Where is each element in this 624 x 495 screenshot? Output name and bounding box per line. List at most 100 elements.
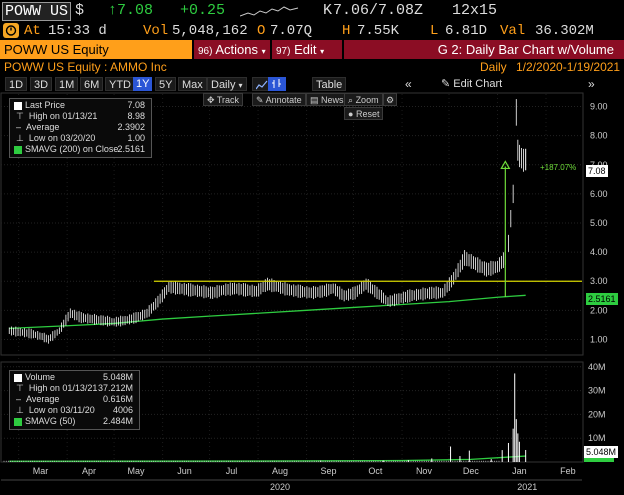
track-button[interactable]: ✥ Track: [203, 93, 244, 106]
actions-menu[interactable]: 96) Actions ▾: [194, 40, 270, 59]
legend-low-value: 1.00: [127, 133, 145, 143]
annotate-button[interactable]: ✎ Annotate: [252, 93, 306, 106]
val-label: Val: [500, 23, 526, 39]
low-label: L: [430, 23, 439, 39]
volume-tick-label: 20M: [588, 409, 606, 419]
pencil-icon: ✎: [256, 95, 264, 105]
reset-button[interactable]: ● Reset: [344, 107, 384, 120]
search-icon: ⌕: [348, 95, 354, 105]
legend-volume-smavg-value: 2.484M: [102, 416, 133, 426]
low-value: 6.81D: [445, 23, 488, 39]
security-field[interactable]: POWW US Equity: [0, 40, 192, 59]
high-marker-icon: ⊤: [16, 111, 24, 121]
sma-200-line: [9, 294, 526, 330]
edit-menu[interactable]: 97) Edit ▾: [272, 40, 342, 59]
legend-volume-high: ⊤ High on 01/13/21: [16, 383, 98, 393]
pencil-icon: ✎: [441, 78, 451, 90]
volume-legend: Volume 5.048M ⊤ High on 01/13/21 37.212M …: [9, 370, 140, 430]
average-marker-icon: –: [16, 122, 22, 132]
period-1m[interactable]: 1M: [55, 77, 79, 91]
legend-smavg-value: 2.5161: [117, 144, 145, 154]
legend-volume-low-value: 4006: [112, 405, 133, 415]
actions-label: Actions: [215, 42, 258, 57]
table-button[interactable]: Table: [312, 77, 347, 91]
realtime-icon: [3, 23, 19, 43]
settings-button[interactable]: ⚙: [383, 93, 398, 106]
legend-last-price-value: 7.08: [127, 100, 145, 110]
last-price: ↑7.08: [108, 2, 154, 19]
period-1y[interactable]: 1Y: [133, 77, 153, 91]
y-tick-label: 3.00: [590, 276, 608, 286]
legend-last-price: Last Price: [14, 100, 65, 111]
volume-tick-label: 40M: [588, 362, 606, 372]
square-marker-icon: [14, 101, 22, 110]
x-month-label: Oct: [368, 466, 383, 476]
change-annotation: +187.07%: [540, 163, 577, 172]
period-max[interactable]: Max: [178, 77, 207, 91]
x-month-label: Sep: [320, 466, 336, 476]
ticker-bar: POWW US $ ↑7.08 +0.25 K 7.06/7.08Z 12x15: [0, 0, 624, 22]
frequency-label: Daily: [211, 79, 236, 91]
legend-low: ⊥ Low on 03/20/20: [16, 133, 96, 143]
period-5y[interactable]: 5Y: [155, 77, 177, 91]
volume-tick-label: 30M: [588, 386, 606, 396]
period-3d[interactable]: 3D: [30, 77, 53, 91]
security-description: POWW US Equity : AMMO Inc: [4, 60, 167, 74]
y-tick-label: 1.00: [590, 334, 608, 344]
square-marker-icon: [14, 145, 22, 154]
legend-smavg: SMAVG (200) on Close: [14, 144, 118, 155]
zoom-button[interactable]: ⌕ Zoom: [344, 93, 383, 106]
y-tick-label: 2.00: [590, 305, 608, 315]
edit-chart-label: Edit Chart: [453, 78, 503, 90]
high-marker-icon: ⊤: [16, 383, 24, 393]
price-change: +0.25: [180, 2, 226, 19]
x-month-label: Dec: [463, 466, 480, 476]
average-marker-icon: –: [16, 394, 22, 404]
actions-number: 96): [198, 46, 213, 57]
double-chevron-left-icon[interactable]: «: [405, 77, 412, 91]
change-arrow-head: [500, 160, 511, 170]
info-row: POWW US Equity : AMMO Inc Daily 1/2/2020…: [0, 59, 624, 76]
period-ytd[interactable]: YTD: [105, 77, 135, 91]
frequency-select[interactable]: Daily ▾: [207, 77, 247, 91]
open-label: O: [257, 23, 266, 39]
y-tick-label: 6.00: [590, 189, 608, 199]
reset-icon: ●: [348, 109, 354, 119]
x-month-label: Feb: [560, 466, 576, 476]
x-year-label: 2020: [270, 482, 290, 492]
double-chevron-right-icon[interactable]: »: [588, 77, 595, 91]
volume-value: 5,048,162: [172, 23, 248, 39]
date-range[interactable]: 1/2/2020-1/19/2021: [516, 60, 621, 74]
news-button[interactable]: ▤ News: [306, 93, 348, 106]
bid-ask-prefix: K: [323, 2, 333, 19]
volume-sma-marker: [584, 458, 614, 462]
news-icon: ▤: [310, 95, 319, 105]
currency: $: [75, 2, 85, 19]
high-value: 7.55K: [357, 23, 400, 39]
legend-average: – Average: [16, 122, 60, 132]
x-month-label: Jul: [226, 466, 238, 476]
legend-volume-low: ⊥ Low on 03/11/20: [16, 405, 95, 415]
x-month-label: Aug: [272, 466, 288, 476]
edit-label: Edit: [294, 42, 317, 57]
sparkline: [240, 6, 299, 17]
chart-canvas[interactable]: 9.00 8.00 7.00 6.00 5.00 4.00 3.00 2.00 1.00 40M 3…: [0, 92, 624, 495]
ticker-symbol[interactable]: POWW US: [2, 2, 72, 21]
vol-label: Vol: [143, 23, 169, 39]
legend-volume-high-value: 37.212M: [97, 383, 133, 393]
y-tick-label: 4.00: [590, 247, 608, 257]
bar-chart-icon[interactable]: [268, 77, 286, 91]
legend-volume-smavg: SMAVG (50): [14, 416, 75, 427]
period-1d[interactable]: 1D: [5, 77, 28, 91]
chevron-down-icon: ▾: [320, 47, 325, 56]
bid-ask-size: 12x15: [452, 2, 498, 19]
legend-volume-value: 5.048M: [102, 372, 133, 382]
last-price-box: 7.08: [586, 165, 608, 177]
edit-chart-button[interactable]: ✎ Edit Chart: [438, 77, 505, 91]
chart-area: 9.00 8.00 7.00 6.00 5.00 4.00 3.00 2.00 1.00 40M 3…: [0, 92, 624, 495]
x-month-label: May: [128, 466, 146, 476]
crosshair-icon: ✥: [207, 95, 215, 105]
period-6m[interactable]: 6M: [80, 77, 104, 91]
legend-volume: Volume: [14, 372, 55, 383]
edit-number: 97): [276, 46, 291, 57]
